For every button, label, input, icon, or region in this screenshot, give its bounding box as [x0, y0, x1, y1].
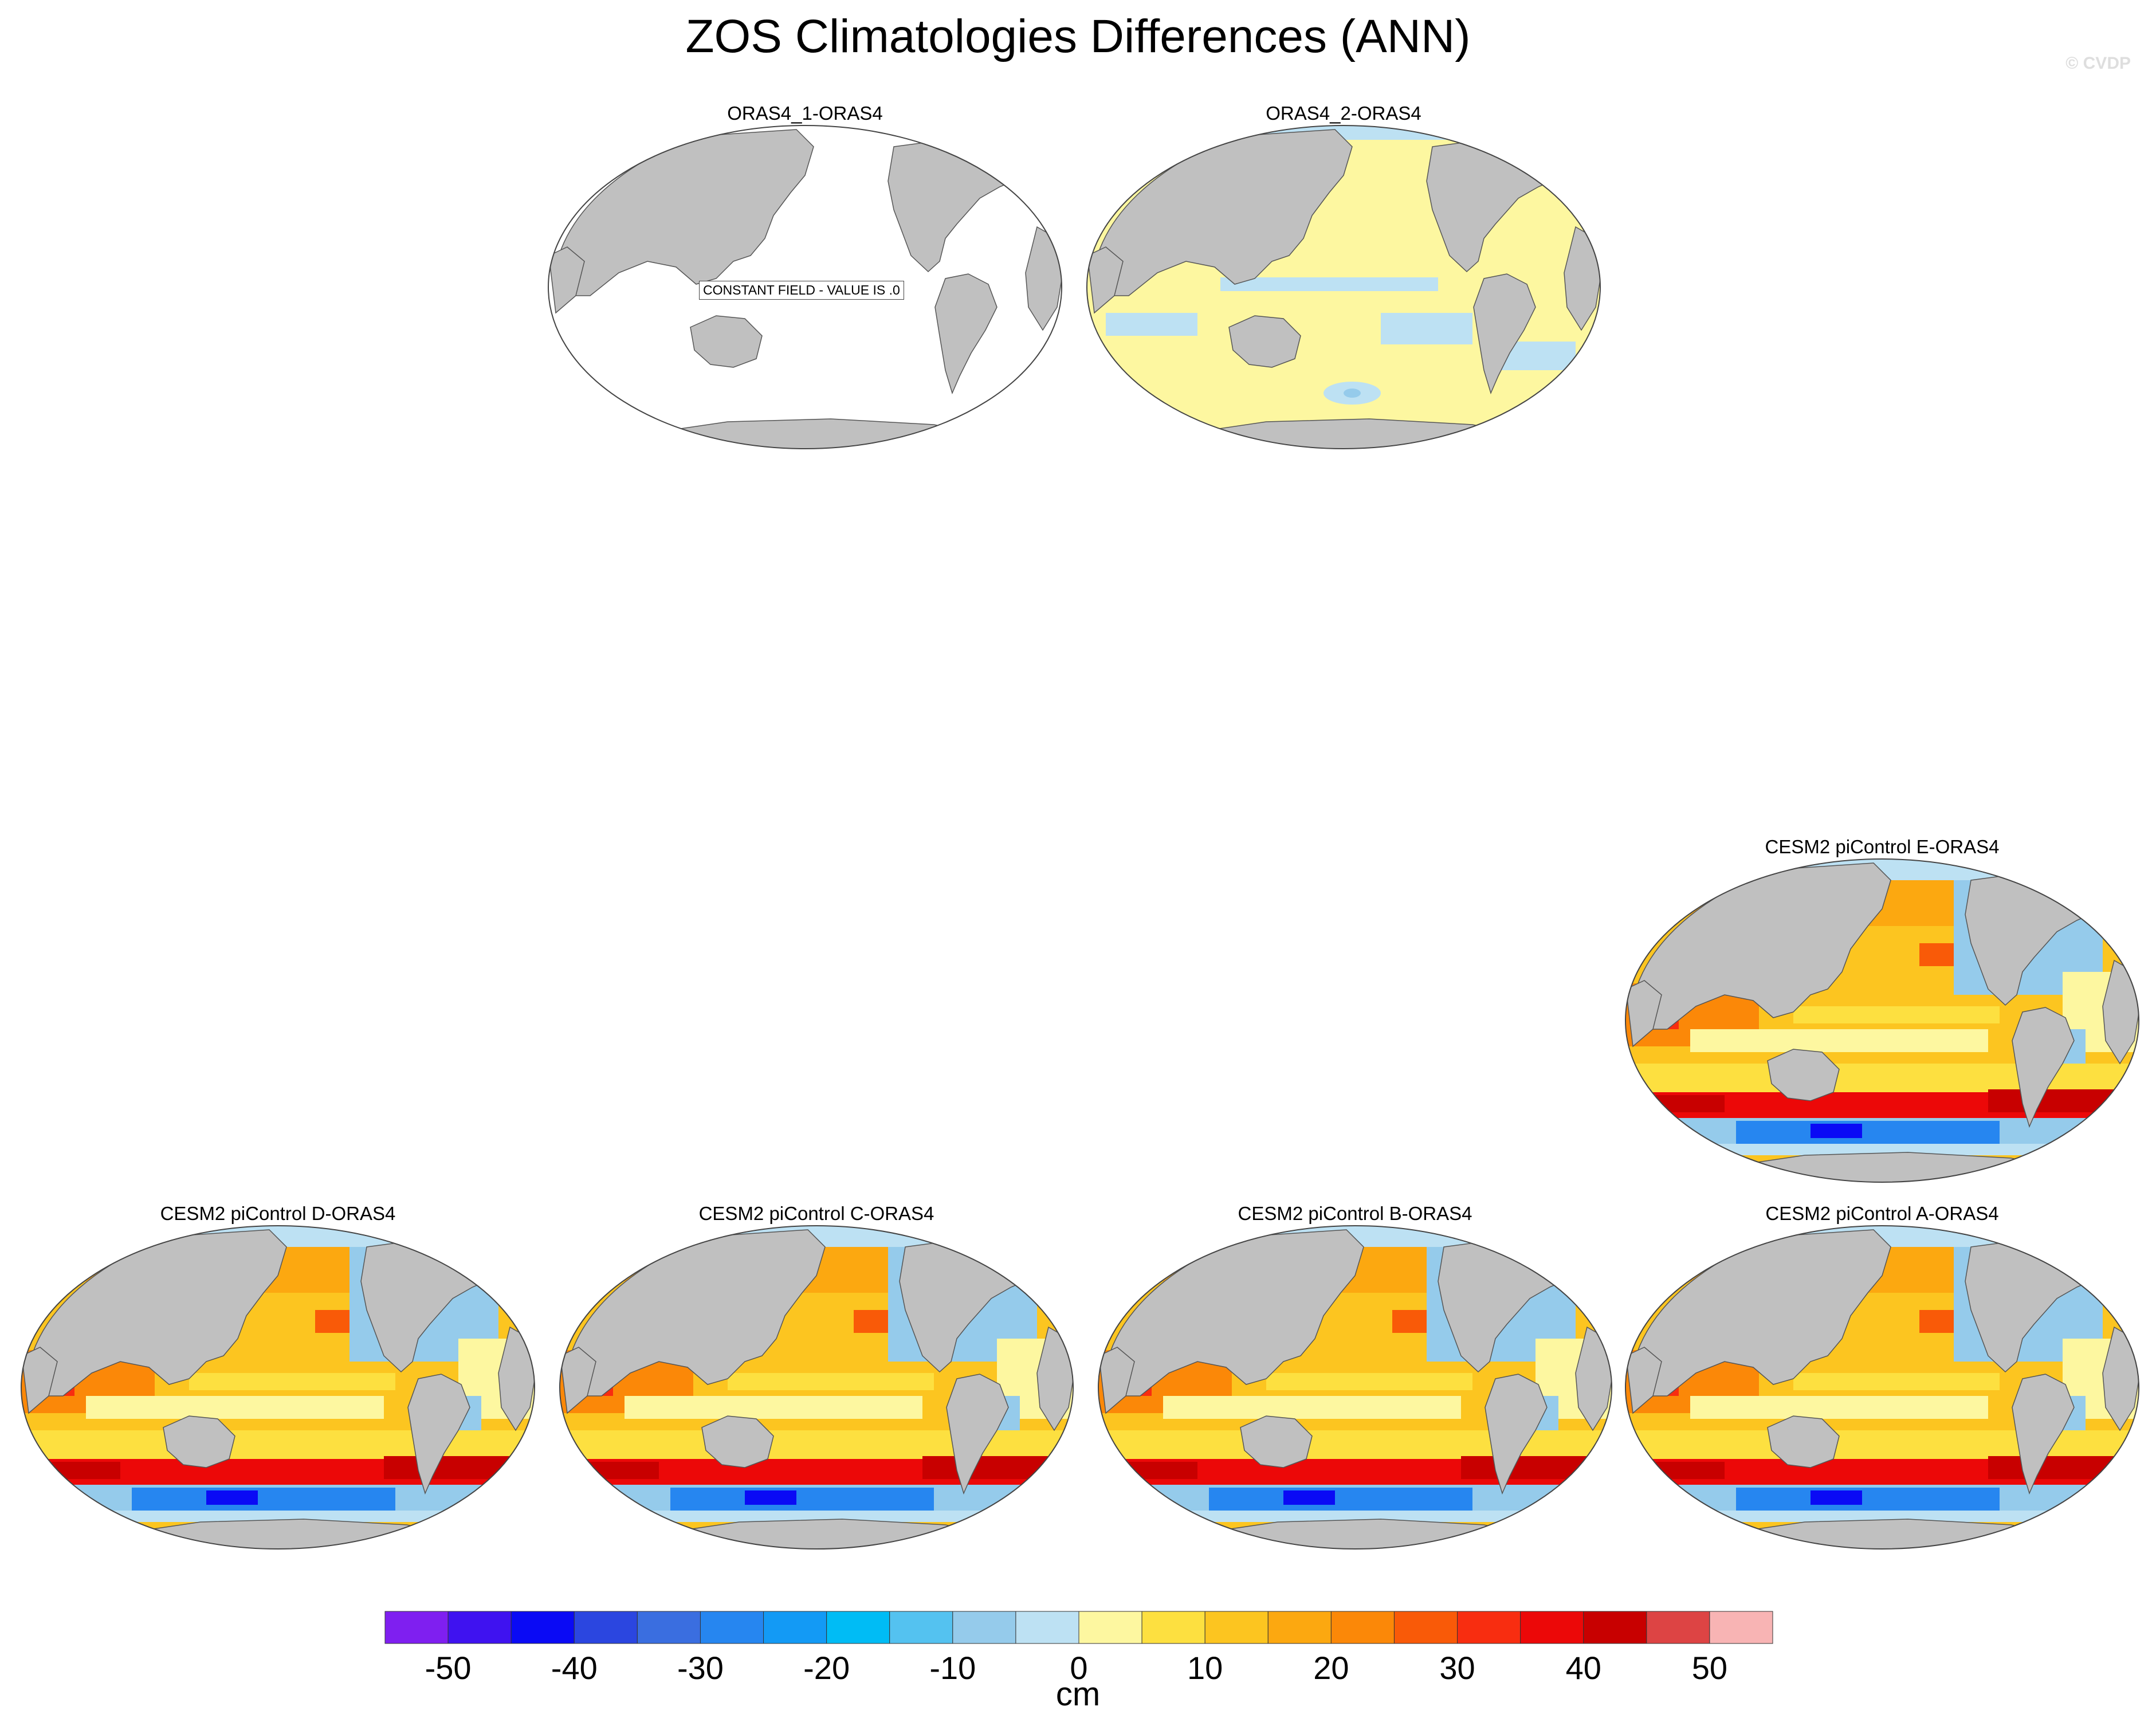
map-panel: ORAS4_2-ORAS4: [1083, 102, 1604, 492]
colorbar-swatch: [384, 1611, 449, 1644]
colorbar-swatch: [763, 1611, 827, 1644]
colorbar-tick-label: -10: [929, 1650, 976, 1686]
map-4: [559, 1225, 1074, 1550]
colorbar-tick-label: 20: [1313, 1650, 1349, 1686]
watermark: © CVDP: [2065, 54, 2131, 73]
panel-title: ORAS4_1-ORAS4: [727, 103, 883, 124]
colorbar-tick-label: -50: [425, 1650, 472, 1686]
colorbar-swatch: [1015, 1611, 1079, 1644]
panel-title: CESM2 piControl C-ORAS4: [698, 1203, 934, 1224]
map-6: [1624, 1225, 2140, 1550]
map-panel: CESM2 piControl D-ORAS4: [17, 1202, 539, 1592]
colorbar-swatch: [1709, 1611, 1773, 1644]
map-panel: CESM2 piControl E-ORAS4: [1621, 835, 2143, 1225]
colorbar-swatch: [574, 1611, 638, 1644]
chart-title: ZOS Climatologies Differences (ANN): [685, 10, 1471, 62]
colorbar-swatch: [1330, 1611, 1395, 1644]
colorbar-tick-label: -30: [677, 1650, 724, 1686]
colorbar-swatch: [889, 1611, 953, 1644]
map-2: [1624, 858, 2140, 1183]
colorbar-swatch: [510, 1611, 575, 1644]
colorbar-tick-label: -40: [551, 1650, 598, 1686]
colorbar-swatch: [1267, 1611, 1332, 1644]
panel-title: CESM2 piControl E-ORAS4: [1765, 836, 2000, 857]
map-5: [1097, 1225, 1613, 1550]
map-panel: ORAS4_1-ORAS4 CONSTANT FIELD - VALUE IS .…: [544, 102, 1066, 492]
colorbar-swatch: [952, 1611, 1016, 1644]
colorbar-tick-label: 50: [1692, 1650, 1727, 1686]
colorbar-swatch: [1393, 1611, 1458, 1644]
panel-title: CESM2 piControl B-ORAS4: [1238, 1203, 1472, 1224]
colorbar-tick-label: -20: [803, 1650, 850, 1686]
map-panel: CESM2 piControl B-ORAS4: [1094, 1202, 1616, 1592]
map-panel: CESM2 piControl C-ORAS4: [556, 1202, 1077, 1592]
map-1: [1086, 125, 1601, 449]
colorbar-unit-label: cm: [1055, 1676, 1101, 1713]
map-panel: CESM2 piControl A-ORAS4: [1621, 1202, 2143, 1592]
panel-title: CESM2 piControl D-ORAS4: [160, 1203, 396, 1224]
map-3: [20, 1225, 536, 1550]
colorbar-swatch: [1078, 1611, 1142, 1644]
colorbar-swatch: [447, 1611, 512, 1644]
colorbar-tick-label: 30: [1439, 1650, 1475, 1686]
colorbar-swatch: [1583, 1611, 1647, 1644]
colorbar-swatch: [1646, 1611, 1710, 1644]
panel-title: ORAS4_2-ORAS4: [1266, 103, 1421, 124]
colorbar-swatch: [700, 1611, 764, 1644]
colorbar-swatch: [1141, 1611, 1205, 1644]
colorbar-swatch: [1520, 1611, 1584, 1644]
panel-title: CESM2 piControl A-ORAS4: [1765, 1203, 1999, 1224]
colorbar-swatch: [826, 1611, 890, 1644]
colorbar-tick-label: 10: [1187, 1650, 1223, 1686]
constant-field-label: CONSTANT FIELD - VALUE IS .0: [699, 281, 904, 300]
colorbar-tick-label: 0: [1070, 1650, 1087, 1686]
colorbar-swatch: [1204, 1611, 1269, 1644]
colorbar-swatch: [1457, 1611, 1521, 1644]
colorbar-swatch: [637, 1611, 701, 1644]
colorbar-tick-label: 40: [1566, 1650, 1601, 1686]
